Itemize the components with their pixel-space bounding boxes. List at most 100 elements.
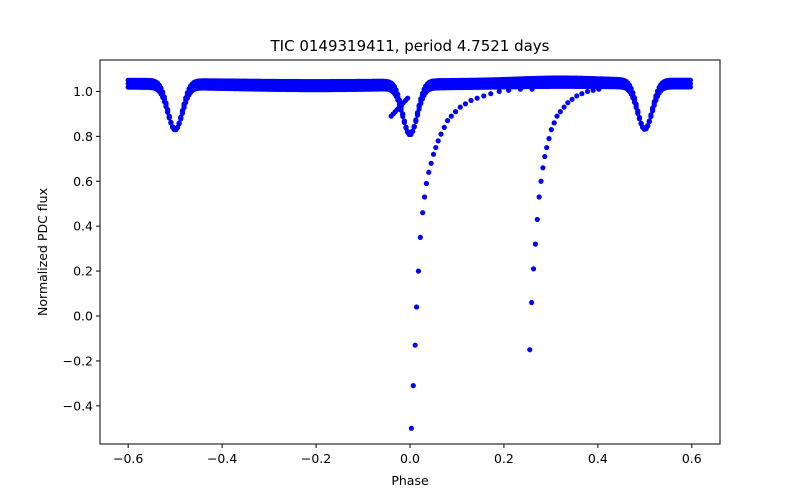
outburst-point (430, 151, 437, 157)
baseline-point (645, 123, 651, 129)
baseline-point (396, 97, 403, 103)
outburst-point (565, 100, 571, 106)
baseline-point (163, 100, 169, 106)
outburst-point (438, 131, 444, 137)
baseline-point (633, 101, 639, 107)
outburst-point (435, 138, 441, 144)
outburst-point (534, 216, 540, 223)
baseline-point (687, 77, 694, 83)
outburst-point (408, 425, 415, 431)
baseline-point (646, 118, 652, 124)
baseline-point (165, 106, 171, 113)
outburst-point (428, 160, 434, 166)
outburst-point (488, 91, 494, 97)
y-tick-label: 0.8 (73, 129, 93, 144)
outburst-point (574, 93, 580, 99)
chart-title: TIC 0149319411, period 4.7521 days (269, 37, 549, 55)
baseline-point (631, 95, 638, 101)
x-axis-ticks: −0.6 −0.4 −0.2 0.0 0.2 0.4 0.6 (113, 444, 702, 466)
baseline-point (411, 123, 417, 130)
baseline-point (636, 114, 643, 121)
baseline-point (166, 113, 172, 119)
outburst-point (474, 95, 480, 101)
outburst-point (481, 93, 487, 99)
y-tick-label: 1.0 (73, 84, 93, 99)
outburst-point (462, 101, 469, 107)
baseline-point (628, 85, 634, 92)
y-tick-label: 0.6 (73, 174, 93, 189)
outburst-point (532, 241, 539, 247)
outburst-point (457, 104, 463, 110)
x-tick-label: 0.2 (494, 451, 514, 466)
plot-frame (99, 59, 721, 445)
outburst-point (569, 96, 575, 102)
x-tick-label: 0.6 (682, 451, 702, 466)
outburst-point (506, 87, 512, 93)
baseline-point (638, 120, 644, 126)
outburst-point (538, 178, 544, 184)
y-axis-ticks: −0.4 −0.2 0.0 0.2 0.4 0.6 0.8 1.0 (63, 84, 100, 413)
outburst-point (527, 347, 533, 353)
outburst-point (544, 144, 550, 151)
outburst-point (530, 266, 537, 272)
x-tick-label: 0.4 (588, 451, 608, 466)
outburst-point (413, 304, 420, 310)
outburst-point (596, 86, 602, 92)
baseline-point (400, 111, 406, 117)
outburst-point (529, 299, 535, 306)
x-tick-label: 0.0 (400, 451, 420, 466)
baseline-point (168, 119, 174, 125)
outburst-point (444, 118, 451, 124)
outburst-point (517, 86, 523, 92)
outburst-point (448, 113, 454, 119)
baseline-point (178, 114, 184, 120)
x-tick-label: −0.2 (301, 451, 331, 466)
outburst-point (557, 109, 563, 115)
baseline-point (395, 91, 401, 97)
outburst-point (410, 383, 416, 389)
outburst-point (423, 180, 430, 187)
baseline-point (161, 94, 167, 100)
outburst-point (554, 113, 560, 119)
y-tick-label: −0.4 (63, 398, 93, 413)
outburst-point (426, 169, 432, 175)
baseline-point (635, 108, 641, 114)
outburst-point (468, 97, 474, 104)
baseline-point (158, 85, 164, 91)
outburst-point (590, 87, 596, 93)
baseline-point (176, 120, 182, 126)
baseline-point (630, 90, 636, 96)
baseline-point (648, 112, 654, 118)
outburst-point (561, 104, 567, 110)
x-tick-label: −0.4 (207, 451, 237, 466)
outburst-point (579, 91, 585, 97)
outburst-point (452, 109, 459, 115)
outburst-point (529, 86, 535, 92)
outburst-point (546, 136, 552, 142)
outburst-point (584, 88, 591, 95)
outburst-point (551, 120, 557, 126)
y-tick-label: 0.2 (73, 264, 93, 279)
outburst-point (536, 194, 542, 200)
y-axis-label: Normalized PDC flux (35, 188, 50, 316)
segment-point (405, 95, 411, 101)
baseline-point (160, 89, 166, 95)
baseline-point (403, 124, 409, 130)
baseline-point (413, 117, 419, 123)
baseline-point (401, 118, 407, 124)
outburst-point (441, 124, 447, 130)
outburst-point (433, 144, 439, 151)
outburst-point (415, 268, 422, 274)
outburst-point (542, 153, 548, 160)
outburst-point (417, 234, 423, 240)
outburst-point (496, 88, 502, 95)
outburst-point (421, 194, 428, 200)
baseline-point (393, 87, 399, 93)
outburst-point (540, 165, 546, 171)
outburst-point (412, 342, 418, 348)
outburst-point (420, 210, 426, 216)
x-axis-label: Phase (391, 473, 429, 488)
outburst-point (548, 127, 554, 133)
x-tick-label: −0.6 (113, 451, 143, 466)
